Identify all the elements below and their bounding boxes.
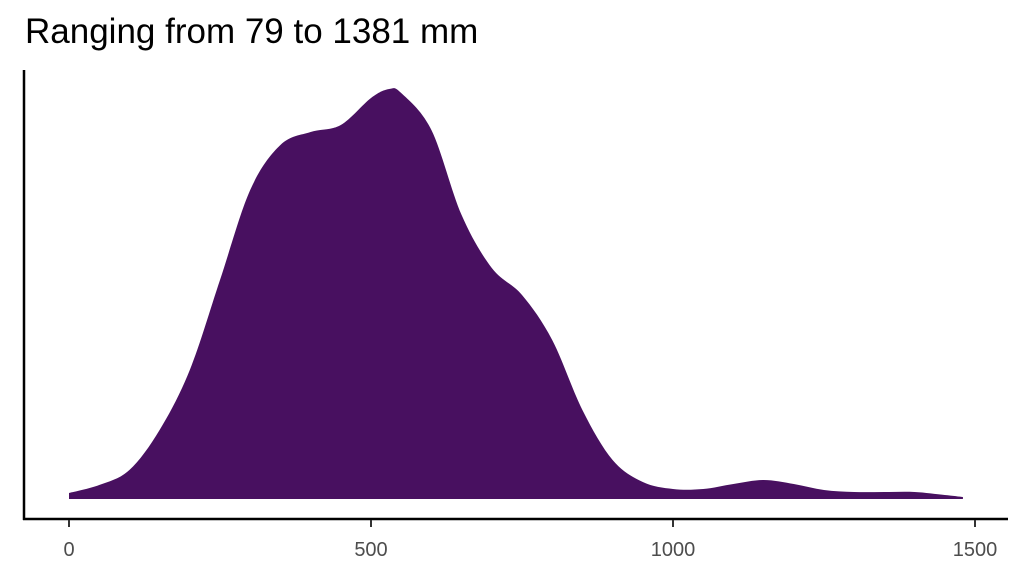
density-area bbox=[69, 88, 963, 500]
x-axis-ticks: 0 500 1000 1500 bbox=[63, 520, 997, 561]
x-tick-label: 0 bbox=[63, 539, 74, 561]
x-tick-label: 1500 bbox=[953, 539, 998, 561]
x-tick-label: 500 bbox=[354, 539, 387, 561]
chart-title: Ranging from 79 to 1381 mm bbox=[25, 12, 479, 51]
x-tick-label: 1000 bbox=[651, 539, 696, 561]
